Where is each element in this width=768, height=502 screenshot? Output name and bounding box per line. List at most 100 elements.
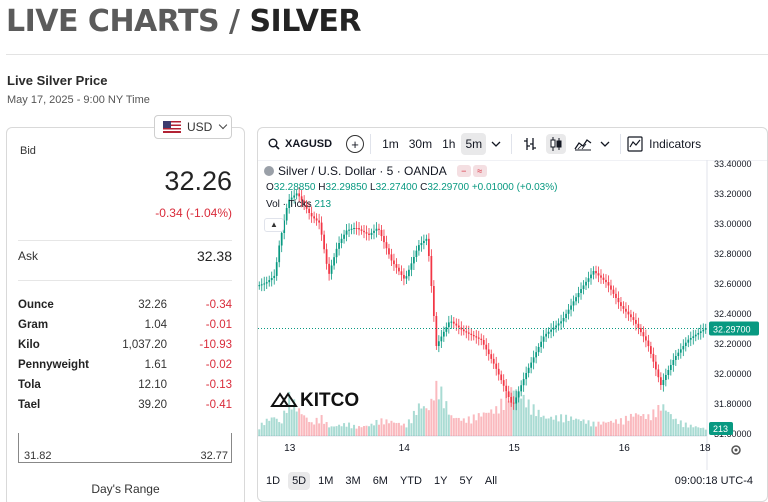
candle-body <box>405 276 408 279</box>
volume-bar <box>520 398 523 436</box>
candle-body <box>625 308 627 312</box>
volume-bar <box>607 421 610 436</box>
price-axis[interactable]: 33.40000 33.20000 33.00000 32.80000 32.60000… <box>709 160 759 439</box>
price-chart[interactable]: 33.40000 33.20000 33.00000 32.80000 32.60000… <box>258 160 768 470</box>
volume-bar <box>495 406 498 436</box>
unit-name: Tael <box>18 399 41 411</box>
unit-name: Gram <box>18 319 49 331</box>
candle-body <box>485 344 488 350</box>
range-1m[interactable]: 1M <box>318 475 334 487</box>
volume-bar <box>682 427 685 436</box>
interval-1m[interactable]: 1m <box>382 137 399 151</box>
candle-body <box>642 332 645 337</box>
candle-body <box>390 254 393 261</box>
candle-body <box>482 340 485 345</box>
ask-label: Ask <box>18 249 39 263</box>
candles-style-button[interactable] <box>546 134 567 154</box>
range-5y[interactable]: 5Y <box>459 475 473 487</box>
range-1y[interactable]: 1Y <box>433 475 448 487</box>
legend-title-text: Silver / U.S. Dollar · 5 · OANDA <box>278 164 447 178</box>
currency-select[interactable]: USD <box>154 115 232 139</box>
range-ytd[interactable]: YTD <box>399 475 422 487</box>
minus-badge-icon: − <box>456 165 471 177</box>
volume-bar <box>562 422 565 436</box>
volume-bar <box>437 399 440 436</box>
y-tick-label: 33.00000 <box>714 219 752 229</box>
candle-body <box>525 373 528 380</box>
time-readout[interactable]: 09:00:18 UTC-4 <box>674 475 753 487</box>
volume-bar <box>659 410 662 436</box>
area-style-button[interactable] <box>574 137 592 151</box>
symbol-search[interactable]: XAGUSD <box>268 138 332 150</box>
volume-bar <box>300 414 303 436</box>
candle-body <box>400 271 403 275</box>
candle-body <box>570 305 572 310</box>
toolbar-divider <box>620 134 622 154</box>
collapse-legend-button[interactable]: ▲ <box>264 218 284 232</box>
volume-bar <box>372 425 375 436</box>
volume-bar <box>288 391 291 436</box>
candle-body <box>300 196 303 201</box>
volume-bar <box>365 425 368 436</box>
volume-bar <box>402 423 405 436</box>
volume-bar <box>477 413 480 436</box>
volume-bar <box>263 425 266 436</box>
volume-bar <box>345 426 348 436</box>
candle-body <box>373 230 375 233</box>
volume-bar <box>577 419 580 436</box>
interval-30m[interactable]: 30m <box>408 137 433 151</box>
candle-body <box>418 245 420 251</box>
settings-gear-icon[interactable] <box>731 445 741 455</box>
indicators-button[interactable]: Indicators <box>627 136 701 152</box>
candle-body <box>667 370 670 375</box>
interval-1h[interactable]: 1h <box>442 137 456 151</box>
volume-bar <box>405 427 408 436</box>
candle-body <box>689 338 692 340</box>
candle-body <box>480 338 483 340</box>
candle-body <box>674 356 677 360</box>
price-candles <box>258 187 707 411</box>
bid-value: 32.26 <box>164 166 232 196</box>
kitco-watermark: KITCO <box>270 390 359 411</box>
candle-body <box>408 269 410 277</box>
candle-body <box>270 278 273 281</box>
candle-body <box>517 391 520 398</box>
candle-body <box>582 285 585 290</box>
time-axis[interactable]: 13 14 15 16 18 <box>284 443 711 454</box>
range-1d[interactable]: 1D <box>266 475 281 487</box>
volume-bar <box>629 413 632 436</box>
chart-type-dropdown[interactable] <box>600 140 610 148</box>
volume-bar <box>557 421 560 436</box>
volume-bar <box>507 400 510 436</box>
ohlc-l-label: L <box>370 182 376 193</box>
volume-bar <box>497 413 500 436</box>
bar-style-button[interactable] <box>522 136 538 152</box>
candle-body <box>557 323 560 326</box>
panel-divider <box>18 280 232 281</box>
compare-add-button[interactable]: + <box>346 135 365 153</box>
plus-icon: + <box>351 136 359 152</box>
candle-body <box>595 271 597 274</box>
volume-bar <box>442 408 445 436</box>
volume-bar <box>510 387 513 436</box>
candle-body <box>462 329 465 332</box>
volume-legend: Vol · Ticks 213 <box>266 199 331 210</box>
range-5d[interactable]: 5D <box>288 472 311 490</box>
volume-bar <box>500 398 503 436</box>
candle-body <box>562 318 565 322</box>
range-6m[interactable]: 6M <box>372 475 388 487</box>
y-tick-label: 31.80000 <box>714 399 752 409</box>
volume-bar <box>283 410 286 436</box>
candle-body <box>268 280 271 283</box>
volume-bar <box>535 416 538 436</box>
candle-body <box>383 236 385 243</box>
range-all[interactable]: All <box>484 475 498 487</box>
volume-bar <box>565 414 568 436</box>
range-3m[interactable]: 3M <box>345 475 361 487</box>
candle-body <box>512 402 515 404</box>
candle-body <box>295 193 298 196</box>
candle-body <box>647 340 650 347</box>
interval-5m[interactable]: 5m <box>461 133 487 155</box>
candle-body <box>687 339 690 343</box>
interval-dropdown[interactable] <box>491 140 501 148</box>
